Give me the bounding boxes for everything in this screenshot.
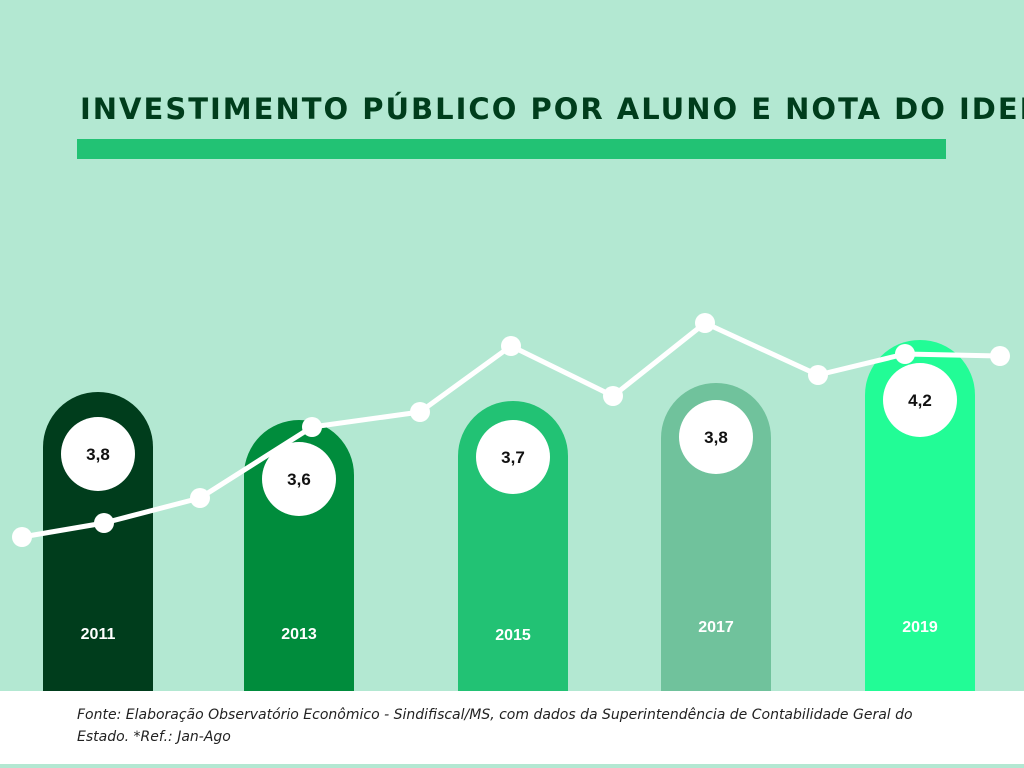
value-bubble-2019: [883, 363, 957, 437]
bar-2019: [865, 340, 975, 691]
value-label-2019: 4,2: [908, 391, 932, 410]
line-point-6: [603, 386, 623, 406]
line-point-1: [94, 513, 114, 533]
line-point-2: [190, 488, 210, 508]
year-label-2011: 2011: [81, 626, 116, 643]
line-point-10: [990, 346, 1010, 366]
bottom-border: [0, 764, 1024, 768]
line-point-3: [302, 417, 322, 437]
line-point-8: [808, 365, 828, 385]
value-label-2015: 3,7: [501, 448, 525, 467]
value-label-2011: 3,8: [86, 445, 110, 464]
source-note: Fonte: Elaboração Observatório Econômico…: [77, 707, 913, 745]
line-point-0: [12, 527, 32, 547]
line-point-9: [895, 344, 915, 364]
value-label-2017: 3,8: [704, 428, 728, 447]
value-bubble-2011: [61, 417, 135, 491]
value-bubble-2015: [476, 420, 550, 494]
year-label-2019: 2019: [902, 619, 938, 636]
value-label-2013: 3,6: [287, 470, 311, 489]
year-label-2017: 2017: [698, 619, 734, 636]
value-bubble-2017: [679, 400, 753, 474]
line-point-7: [695, 313, 715, 333]
chart: 3,8 2011 3,6 2013 3,7 2015 3,8 2017 4,2 2019: [12, 313, 1010, 691]
year-label-2013: 2013: [281, 626, 317, 643]
title-underline: [77, 139, 946, 159]
value-bubble-2013: [262, 442, 336, 516]
line-point-4: [410, 402, 430, 422]
line-point-5: [501, 336, 521, 356]
chart-title: INVESTIMENTO PÚBLICO POR ALUNO E NOTA DO…: [80, 92, 1024, 126]
footer: [0, 691, 1024, 764]
year-label-2015: 2015: [495, 627, 531, 644]
